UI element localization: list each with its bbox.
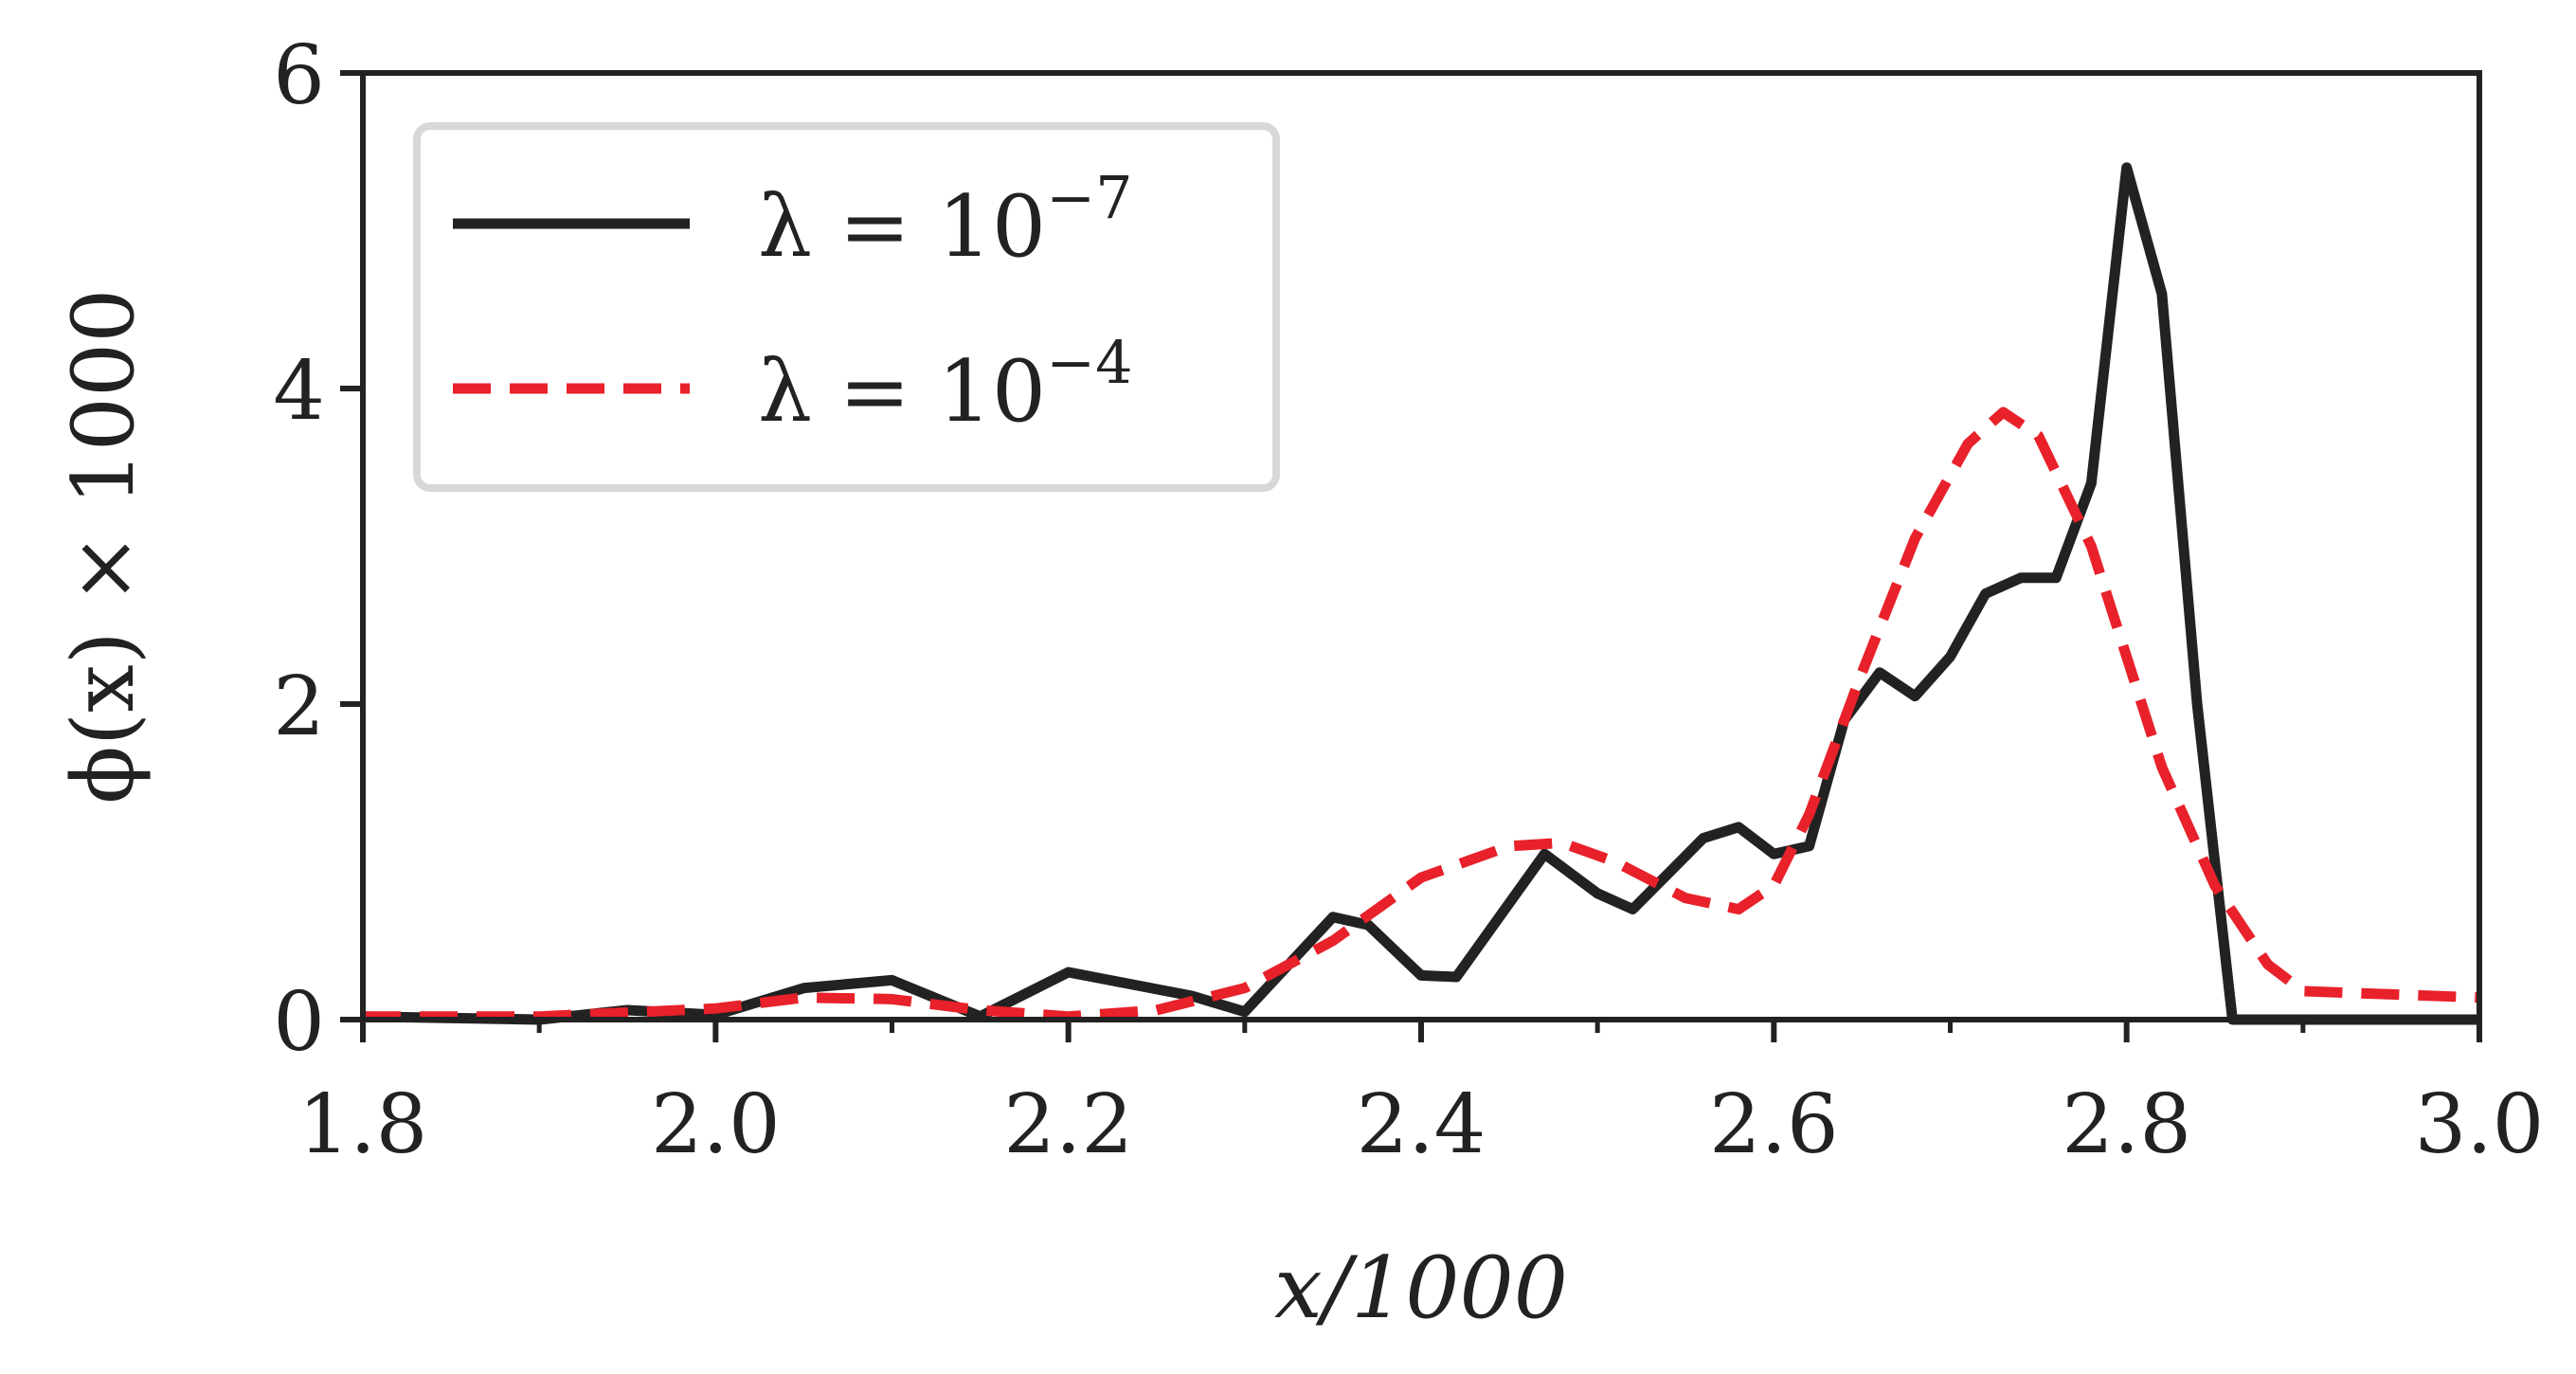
legend-label-1: λ = 10−7	[758, 163, 1133, 277]
x-tick-label: 2.0	[651, 1077, 781, 1172]
legend-label-base: λ = 10	[758, 177, 1046, 277]
y-tick-label: 2	[273, 660, 325, 754]
x-tick-label: 2.4	[1357, 1077, 1486, 1172]
x-tick-label: 2.2	[1003, 1077, 1133, 1172]
series-line-2	[363, 407, 2480, 1022]
legend-label-2: λ = 10−4	[758, 328, 1133, 442]
legend-label-base: λ = 10	[758, 342, 1046, 442]
y-tick-label: 4	[273, 344, 325, 439]
legend-box	[413, 122, 1280, 492]
x-axis-label: x/1000	[1274, 1238, 1568, 1338]
x-tick-label: 1.8	[298, 1077, 428, 1172]
y-axis-label: ϕ(x) × 1000	[54, 289, 153, 805]
x-tick-label: 2.8	[2062, 1077, 2191, 1172]
y-tick-label: 0	[273, 975, 325, 1070]
x-tick-label: 2.6	[1709, 1077, 1839, 1172]
x-tick-label: 3.0	[2415, 1077, 2545, 1172]
legend-label-exponent: −7	[1046, 163, 1132, 232]
y-tick-label: 6	[273, 28, 325, 123]
series-line-1	[362, 162, 2479, 1025]
legend-label-exponent: −4	[1046, 328, 1132, 397]
